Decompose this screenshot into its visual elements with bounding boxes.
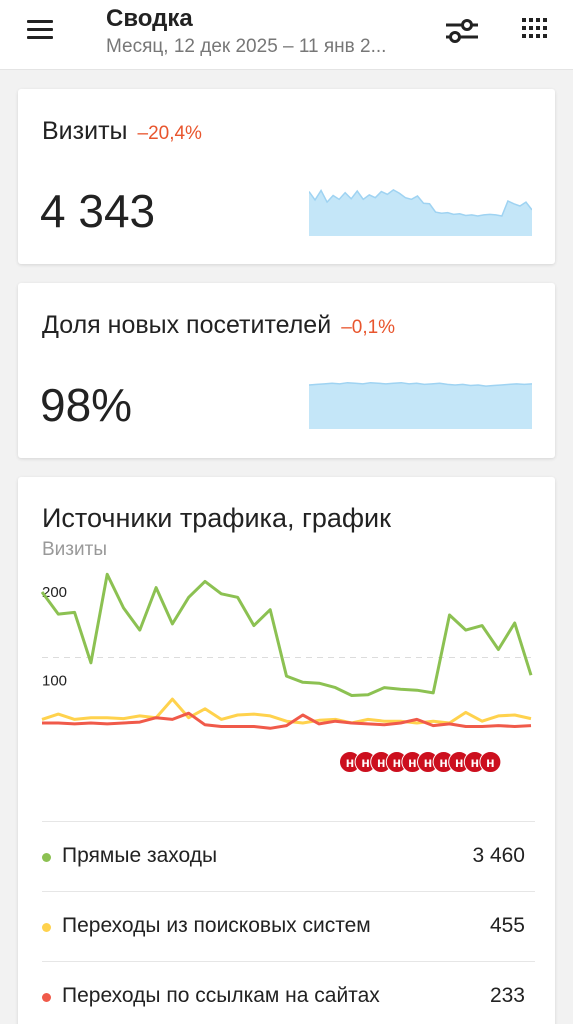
new-visitors-delta: –0,1% (341, 317, 396, 338)
annotation-marker[interactable]: н (354, 751, 377, 773)
menu-icon-line (27, 28, 53, 31)
legend-dot-links (42, 993, 51, 1002)
visits-sparkline-area (309, 189, 532, 236)
annotation-marker-label: н (393, 754, 401, 770)
new-visitors-sparkline (309, 381, 532, 429)
legend-row-search[interactable]: Переходы из поисковых систем 455 (42, 891, 535, 961)
legend-row-direct[interactable]: Прямые заходы 3 460 (42, 821, 535, 891)
visits-sparkline (309, 188, 532, 236)
series-line-0 (40, 572, 533, 697)
legend-dot-search (42, 923, 51, 932)
new-visitors-label-row: Доля новых посетителей –0,1% (42, 311, 395, 340)
filter-icon (446, 19, 478, 43)
y-tick-label: 100 (42, 672, 67, 689)
legend-value-direct: 3 460 (472, 844, 525, 867)
annotation-marker[interactable]: н (385, 751, 408, 773)
annotation-marker-label: н (439, 754, 447, 770)
date-range[interactable]: Месяц, 12 дек 2025 – 11 янв 2... (106, 36, 387, 57)
visits-sparkline-line (309, 188, 532, 217)
menu-icon-line (27, 36, 53, 39)
visits-card[interactable]: Визиты –20,4% 4 343 (18, 89, 555, 264)
legend-dot-direct (42, 853, 51, 862)
legend-row-links[interactable]: Переходы по ссылкам на сайтах 233 (42, 961, 535, 1024)
visits-label-row: Визиты –20,4% (42, 117, 202, 146)
header-titles: Сводка Месяц, 12 дек 2025 – 11 янв 2... (106, 4, 426, 60)
legend-name-search: Переходы из поисковых систем (62, 914, 371, 937)
new-visitors-value: 98% (40, 379, 133, 431)
new-visitors-card[interactable]: Доля новых посетителей –0,1% 98% (18, 283, 555, 458)
new-visitors-label: Доля новых посетителей (42, 311, 332, 339)
annotation-marker-label: н (424, 754, 432, 770)
annotation-marker-label: н (346, 754, 354, 770)
annotation-marker[interactable]: н (432, 751, 455, 773)
legend-name-direct: Прямые заходы (62, 844, 218, 867)
apps-button[interactable] (516, 12, 556, 48)
legend-name-links: Переходы по ссылкам на сайтах (62, 984, 380, 1007)
visits-value: 4 343 (40, 185, 156, 237)
new-visitors-sparkline-area (309, 382, 532, 429)
series-line-2 (42, 711, 532, 730)
annotation-marker-label: н (361, 754, 369, 770)
series-line-1 (41, 697, 532, 725)
chart-subtitle: Визиты (42, 539, 107, 560)
legend-value-search: 455 (489, 914, 525, 937)
menu-icon (27, 20, 53, 23)
chart-title: Источники трафика, график (42, 503, 391, 533)
traffic-sources-card: Источники трафика, график Визиты 200 100 н… (18, 477, 555, 1024)
annotation-marker-label: н (377, 754, 385, 770)
menu-button[interactable] (22, 16, 58, 44)
annotation-marker-label: н (486, 754, 494, 770)
annotation-marker[interactable]: н (479, 751, 502, 773)
visits-delta: –20,4% (137, 123, 202, 144)
annotation-marker-label: н (408, 754, 416, 770)
annotation-marker-dot (479, 751, 502, 773)
app-bar: Сводка Месяц, 12 дек 2025 – 11 янв 2... (0, 0, 573, 70)
annotation-marker-label: н (455, 754, 463, 770)
visits-label: Визиты (42, 117, 128, 145)
page-title: Сводка (106, 5, 193, 32)
new-visitors-sparkline-line (309, 381, 532, 387)
filter-button[interactable] (440, 14, 484, 48)
grid-icon (522, 18, 547, 38)
y-tick-label: 200 (42, 584, 67, 601)
annotation-marker-label: н (471, 754, 479, 770)
legend-value-links: 233 (489, 984, 525, 1007)
